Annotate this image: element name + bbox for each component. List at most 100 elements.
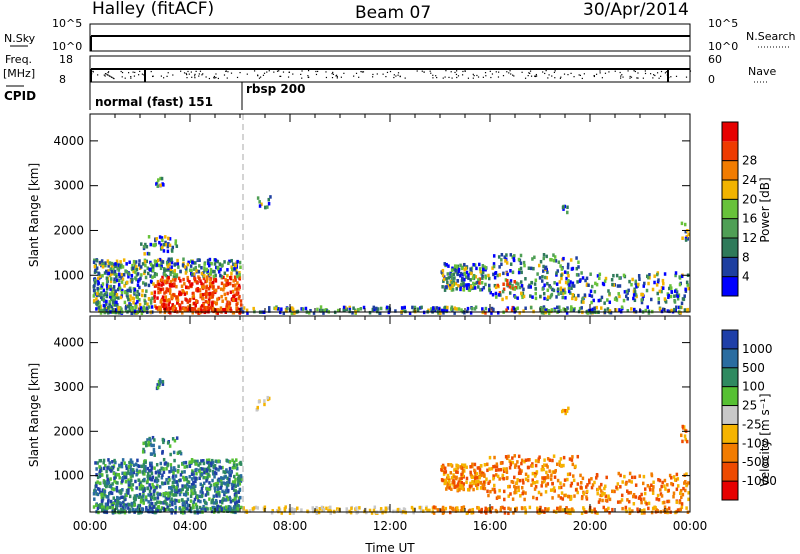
velocity-echo-cell bbox=[681, 439, 684, 444]
power-echo-cell bbox=[450, 280, 454, 285]
velocity-echo-cell bbox=[559, 496, 563, 500]
velocity-echo-cell bbox=[516, 478, 519, 482]
nsky-tick-top: 10^5 bbox=[52, 17, 82, 30]
power-echo-cell bbox=[126, 288, 129, 293]
power-colorbar-segment bbox=[722, 276, 738, 296]
velocity-echo-cell bbox=[123, 471, 126, 476]
velocity-echo-cell bbox=[192, 500, 196, 504]
velocity-echo-cell bbox=[187, 484, 191, 489]
velocity-echo-cell bbox=[531, 462, 534, 466]
velocity-echo-cell bbox=[537, 459, 540, 464]
cpid-segment-2: rbsp 200 bbox=[246, 82, 305, 96]
velocity-echo-cell bbox=[192, 483, 196, 488]
power-echo-cell bbox=[456, 272, 459, 277]
power-echo-cell bbox=[109, 279, 113, 284]
nave-dot bbox=[239, 71, 241, 74]
velocity-echo-cell bbox=[174, 493, 178, 497]
velocity-echo-cell bbox=[682, 425, 686, 429]
velocity-echo-cell bbox=[355, 510, 359, 515]
power-echo-cell bbox=[581, 276, 585, 280]
nave-dot bbox=[143, 74, 145, 76]
power-echo-cell bbox=[164, 303, 168, 307]
power-echo-cell bbox=[159, 290, 162, 294]
power-echo-cell bbox=[509, 281, 512, 286]
velocity-echo-cell bbox=[186, 507, 189, 511]
power-echo-cell bbox=[97, 271, 100, 276]
power-echo-cell bbox=[141, 309, 144, 314]
velocity-echo-cell bbox=[120, 464, 124, 469]
power-echo-cell bbox=[524, 306, 527, 311]
velocity-echo-cell bbox=[150, 452, 154, 456]
velocity-echo-cell bbox=[104, 502, 108, 507]
power-echo-cell bbox=[233, 275, 237, 279]
velocity-echo-cell bbox=[524, 472, 528, 477]
velocity-echo-cell bbox=[586, 483, 589, 487]
power-echo-cell bbox=[618, 284, 622, 288]
velocity-echo-cell bbox=[600, 489, 603, 493]
power-echo-cell bbox=[566, 265, 570, 270]
power-echo-cell bbox=[481, 274, 484, 278]
nave-dot bbox=[288, 71, 291, 73]
velocity-echo-cell bbox=[611, 489, 614, 494]
velocity-echo-cell bbox=[372, 508, 376, 513]
nave-dot bbox=[627, 70, 629, 72]
velocity-echo-cell bbox=[129, 475, 133, 479]
power-echo-cell bbox=[638, 277, 641, 281]
power-echo-cell bbox=[223, 307, 227, 312]
power-echo-cell bbox=[175, 274, 178, 279]
velocity-echo-cell bbox=[201, 484, 204, 488]
power-echo-cell bbox=[678, 282, 682, 287]
power-echo-cell bbox=[184, 306, 188, 310]
power-echo-cell bbox=[545, 267, 548, 272]
power-echo-cell bbox=[147, 283, 151, 288]
velocity-echo-cell bbox=[162, 508, 166, 513]
velocity-echo-cell bbox=[667, 506, 671, 511]
nave-dot bbox=[167, 72, 169, 74]
power-echo-cell bbox=[212, 307, 215, 311]
power-echo-cell bbox=[215, 301, 219, 305]
velocity-echo-cell bbox=[446, 485, 449, 489]
velocity-echo-cell bbox=[229, 500, 233, 504]
power-echo-cell bbox=[217, 270, 221, 274]
power-echo-cell bbox=[209, 278, 212, 282]
power-echo-cell bbox=[93, 264, 97, 269]
velocity-echo-cell bbox=[551, 496, 554, 500]
power-echo-cell bbox=[497, 293, 501, 297]
velocity-echo-cell bbox=[150, 495, 154, 500]
power-echo-cell bbox=[118, 274, 121, 279]
velocity-echo-cell bbox=[501, 505, 504, 510]
velocity-echo-cell bbox=[172, 474, 175, 478]
power-echo-cell bbox=[154, 284, 158, 288]
nave-dot bbox=[208, 77, 211, 80]
velocity-echo-cell bbox=[146, 466, 150, 471]
velocity-echo-cell bbox=[492, 464, 495, 469]
velocity-echo-cell bbox=[685, 472, 688, 476]
power-echo-cell bbox=[640, 292, 643, 297]
power-echo-cell bbox=[563, 287, 566, 292]
velocity-echo-cell bbox=[127, 506, 130, 510]
power-echo-cell bbox=[111, 307, 114, 312]
power-echo-cell bbox=[210, 281, 213, 286]
velocity-echo-cell bbox=[130, 504, 133, 508]
power-echo-cell bbox=[139, 306, 143, 310]
velocity-echo-cell bbox=[138, 482, 142, 486]
power-echo-cell bbox=[561, 288, 565, 293]
velocity-echo-cell bbox=[121, 476, 124, 481]
velocity-echo-cell bbox=[144, 464, 147, 469]
velocity-echo-cell bbox=[476, 482, 480, 487]
velocity-echo-cell bbox=[563, 493, 566, 498]
nave-dot bbox=[188, 73, 190, 75]
velocity-colorbar-segment bbox=[722, 405, 738, 425]
velocity-echo-cell bbox=[559, 485, 563, 490]
power-colorbar-label: Power [dB] bbox=[758, 177, 772, 242]
power-ytick-label: 1000 bbox=[53, 268, 84, 282]
velocity-echo-cell bbox=[624, 481, 628, 486]
power-echo-cell bbox=[120, 307, 123, 312]
velocity-echo-cell bbox=[573, 494, 576, 498]
velocity-echo-cell bbox=[110, 467, 113, 471]
power-echo-cell bbox=[202, 282, 205, 287]
power-echo-cell bbox=[342, 305, 346, 310]
power-echo-cell bbox=[515, 281, 518, 285]
nave-dot bbox=[620, 75, 622, 77]
power-echo-cell bbox=[210, 261, 213, 266]
